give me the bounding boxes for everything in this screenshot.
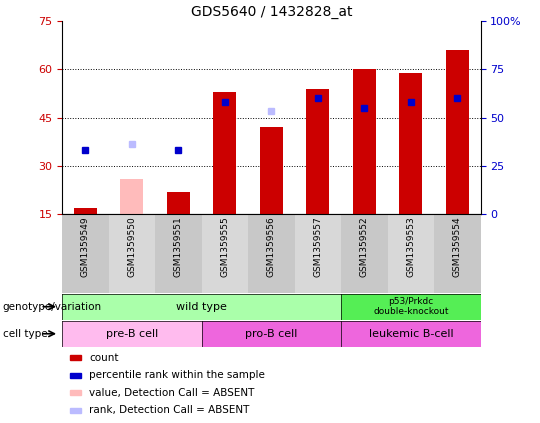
- Bar: [167, 192, 190, 214]
- Bar: [62, 294, 341, 320]
- Text: pre-B cell: pre-B cell: [106, 329, 158, 339]
- Text: GSM1359550: GSM1359550: [127, 216, 136, 277]
- Text: GSM1359553: GSM1359553: [407, 216, 415, 277]
- Bar: [341, 214, 388, 293]
- Bar: [260, 127, 283, 214]
- Text: leukemic B-cell: leukemic B-cell: [368, 329, 453, 339]
- Bar: [120, 179, 144, 214]
- Bar: [201, 214, 248, 293]
- Bar: [248, 214, 295, 293]
- Bar: [295, 214, 341, 293]
- Text: percentile rank within the sample: percentile rank within the sample: [89, 370, 265, 380]
- Bar: [434, 214, 481, 293]
- Text: p53/Prkdc
double-knockout: p53/Prkdc double-knockout: [373, 297, 449, 316]
- Text: GSM1359549: GSM1359549: [81, 216, 90, 277]
- Text: GSM1359551: GSM1359551: [174, 216, 183, 277]
- Bar: [62, 321, 201, 347]
- Text: cell type: cell type: [3, 329, 48, 339]
- Bar: [70, 373, 80, 378]
- Bar: [62, 214, 109, 293]
- Text: rank, Detection Call = ABSENT: rank, Detection Call = ABSENT: [89, 405, 249, 415]
- Text: GSM1359557: GSM1359557: [313, 216, 322, 277]
- Bar: [341, 294, 481, 320]
- Text: count: count: [89, 353, 119, 363]
- Text: genotype/variation: genotype/variation: [3, 302, 102, 312]
- Text: GSM1359552: GSM1359552: [360, 216, 369, 277]
- Bar: [155, 214, 201, 293]
- Text: wild type: wild type: [176, 302, 227, 312]
- Bar: [70, 355, 80, 360]
- Bar: [388, 214, 434, 293]
- Bar: [353, 69, 376, 214]
- Text: value, Detection Call = ABSENT: value, Detection Call = ABSENT: [89, 387, 255, 398]
- Bar: [109, 214, 155, 293]
- Bar: [341, 321, 481, 347]
- Text: GSM1359556: GSM1359556: [267, 216, 276, 277]
- Title: GDS5640 / 1432828_at: GDS5640 / 1432828_at: [191, 5, 352, 19]
- Text: GSM1359554: GSM1359554: [453, 216, 462, 277]
- Bar: [213, 92, 237, 214]
- Bar: [306, 89, 329, 214]
- Bar: [70, 390, 80, 395]
- Bar: [446, 50, 469, 214]
- Text: GSM1359555: GSM1359555: [220, 216, 230, 277]
- Bar: [70, 407, 80, 412]
- Bar: [399, 73, 422, 214]
- Bar: [201, 321, 341, 347]
- Text: pro-B cell: pro-B cell: [245, 329, 298, 339]
- Bar: [74, 208, 97, 214]
